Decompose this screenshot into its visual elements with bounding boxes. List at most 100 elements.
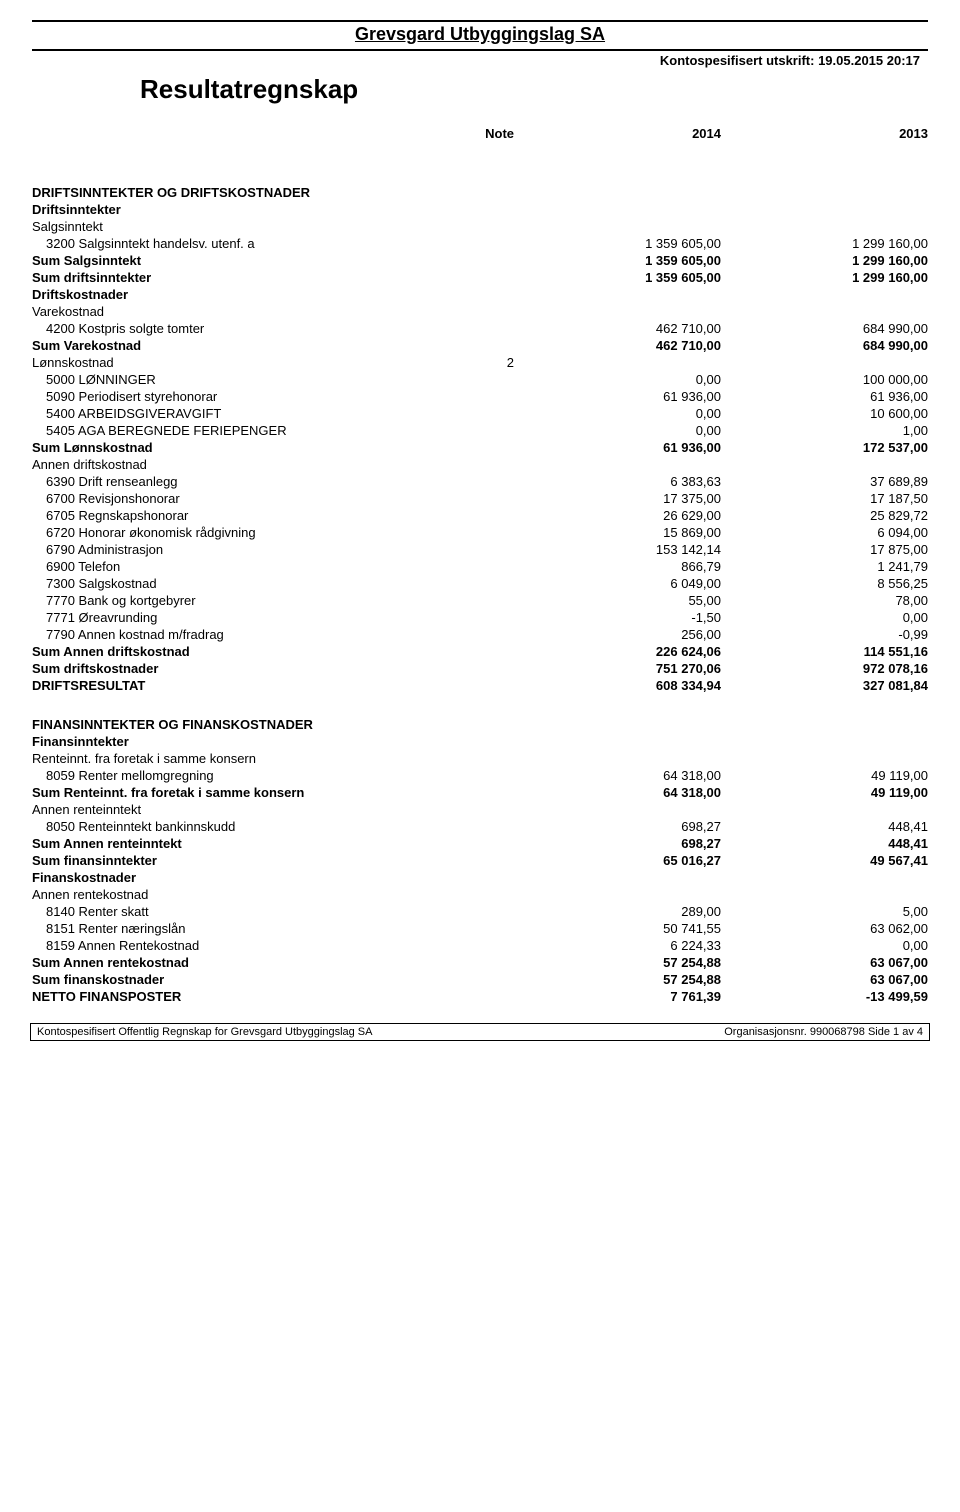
row-2013: 37 689,89 xyxy=(723,473,930,490)
row-2014: 6 049,00 xyxy=(516,575,723,592)
row-2013 xyxy=(723,733,930,750)
row-note xyxy=(444,971,516,988)
row-note xyxy=(444,507,516,524)
row-2013 xyxy=(723,286,930,303)
row-2013 xyxy=(723,801,930,818)
row-note xyxy=(444,626,516,643)
row-note xyxy=(444,801,516,818)
row-2014: 462 710,00 xyxy=(516,320,723,337)
row-2013: 78,00 xyxy=(723,592,930,609)
row-2014 xyxy=(516,303,723,320)
row-2013: 25 829,72 xyxy=(723,507,930,524)
row-label: Sum Annen renteinntekt xyxy=(30,835,444,852)
row-2013 xyxy=(723,456,930,473)
row-note xyxy=(444,767,516,784)
row-label: Sum finansinntekter xyxy=(30,852,444,869)
row-2013 xyxy=(723,716,930,733)
row-2013: 17 875,00 xyxy=(723,541,930,558)
row-note xyxy=(444,456,516,473)
row-2013: 1 299 160,00 xyxy=(723,235,930,252)
financial-table: Note 2014 2013 DRIFTSINNTEKTER OG DRIFTS… xyxy=(30,125,930,1005)
row-2014: 65 016,27 xyxy=(516,852,723,869)
row-label: Varekostnad xyxy=(30,303,444,320)
row-2013: 1,00 xyxy=(723,422,930,439)
row-label: 5090 Periodisert styrehonorar xyxy=(30,388,444,405)
row-2014 xyxy=(516,733,723,750)
row-2013 xyxy=(723,886,930,903)
row-2014 xyxy=(516,750,723,767)
row-2014 xyxy=(516,201,723,218)
row-note xyxy=(444,269,516,286)
row-2014: 866,79 xyxy=(516,558,723,575)
row-note xyxy=(444,541,516,558)
row-2013 xyxy=(723,184,930,201)
row-2013: 1 241,79 xyxy=(723,558,930,575)
row-2014 xyxy=(516,218,723,235)
col-header-2014: 2014 xyxy=(516,125,723,142)
row-note xyxy=(444,371,516,388)
row-2013: 49 567,41 xyxy=(723,852,930,869)
row-label: 8050 Renteinntekt bankinnskudd xyxy=(30,818,444,835)
row-note xyxy=(444,784,516,801)
row-label: 8140 Renter skatt xyxy=(30,903,444,920)
row-note xyxy=(444,750,516,767)
row-2013: 63 062,00 xyxy=(723,920,930,937)
row-note xyxy=(444,388,516,405)
row-label: Sum Salgsinntekt xyxy=(30,252,444,269)
row-2014: 50 741,55 xyxy=(516,920,723,937)
row-2013: 448,41 xyxy=(723,835,930,852)
row-label: 6390 Drift renseanlegg xyxy=(30,473,444,490)
row-2013: 114 551,16 xyxy=(723,643,930,660)
row-2014: 61 936,00 xyxy=(516,388,723,405)
row-label: Driftsinntekter xyxy=(30,201,444,218)
row-2014 xyxy=(516,716,723,733)
row-note xyxy=(444,235,516,252)
row-2013 xyxy=(723,750,930,767)
row-note xyxy=(444,920,516,937)
row-2014: 289,00 xyxy=(516,903,723,920)
row-2014: 6 383,63 xyxy=(516,473,723,490)
print-info: Kontospesifisert utskrift: 19.05.2015 20… xyxy=(30,51,930,70)
row-label: Annen rentekostnad xyxy=(30,886,444,903)
row-note xyxy=(444,184,516,201)
row-2013: 448,41 xyxy=(723,818,930,835)
row-2013: -13 499,59 xyxy=(723,988,930,1005)
row-note xyxy=(444,575,516,592)
row-2014: 26 629,00 xyxy=(516,507,723,524)
row-2014: 698,27 xyxy=(516,818,723,835)
row-label: 6790 Administrasjon xyxy=(30,541,444,558)
row-2014: 751 270,06 xyxy=(516,660,723,677)
row-note xyxy=(444,422,516,439)
row-note xyxy=(444,337,516,354)
row-2013: 5,00 xyxy=(723,903,930,920)
row-label: Salgsinntekt xyxy=(30,218,444,235)
row-note xyxy=(444,954,516,971)
row-note xyxy=(444,643,516,660)
row-label: Annen renteinntekt xyxy=(30,801,444,818)
row-label: 5405 AGA BEREGNEDE FERIEPENGER xyxy=(30,422,444,439)
row-2014: 64 318,00 xyxy=(516,767,723,784)
row-2014: 0,00 xyxy=(516,371,723,388)
row-note xyxy=(444,218,516,235)
row-2014 xyxy=(516,801,723,818)
row-label: 3200 Salgsinntekt handelsv. utenf. a xyxy=(30,235,444,252)
row-2014: 1 359 605,00 xyxy=(516,235,723,252)
row-2014: -1,50 xyxy=(516,609,723,626)
row-2013: 684 990,00 xyxy=(723,320,930,337)
row-note xyxy=(444,660,516,677)
row-note xyxy=(444,490,516,507)
row-2014: 15 869,00 xyxy=(516,524,723,541)
row-label: Finanskostnader xyxy=(30,869,444,886)
row-2014 xyxy=(516,184,723,201)
row-note: 2 xyxy=(444,354,516,371)
row-label: Finansinntekter xyxy=(30,733,444,750)
row-2014: 7 761,39 xyxy=(516,988,723,1005)
row-label: Sum Renteinnt. fra foretak i samme konse… xyxy=(30,784,444,801)
row-2013: 327 081,84 xyxy=(723,677,930,694)
row-label: Driftskostnader xyxy=(30,286,444,303)
row-note xyxy=(444,439,516,456)
row-2013: 17 187,50 xyxy=(723,490,930,507)
row-label: Sum driftskostnader xyxy=(30,660,444,677)
row-note xyxy=(444,886,516,903)
row-2013: 0,00 xyxy=(723,609,930,626)
